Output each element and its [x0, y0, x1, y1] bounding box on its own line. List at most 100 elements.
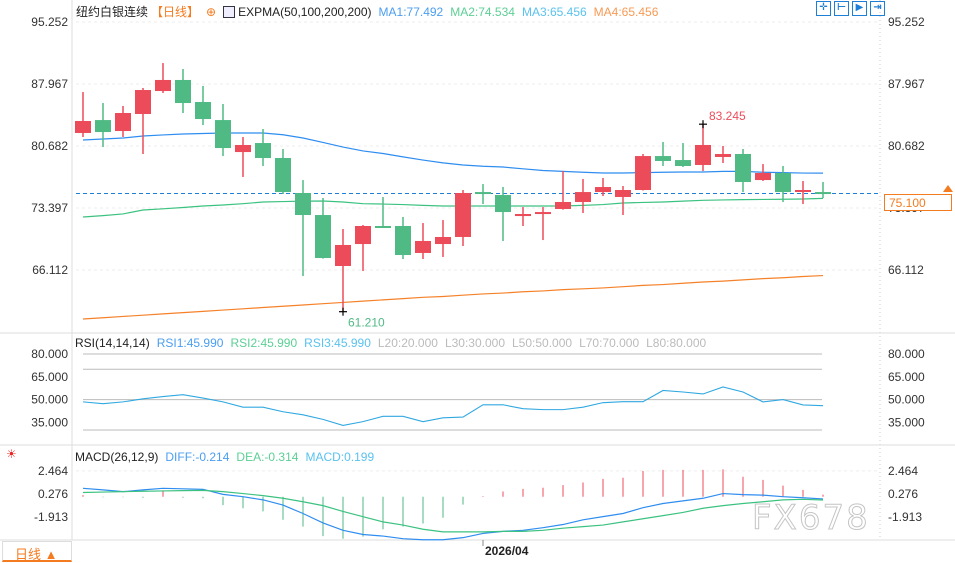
low-annotation: 61.210 — [348, 316, 385, 330]
macd-tick-right: 0.276 — [888, 487, 918, 501]
macd-tick-right: 2.464 — [888, 464, 918, 478]
l50-value: L50:50.000 — [512, 336, 573, 350]
candle-body — [455, 192, 471, 237]
candle-body — [575, 192, 591, 203]
symbol-name: 纽约白银连续 — [76, 5, 149, 19]
candle-body — [755, 172, 771, 181]
candle-body — [75, 120, 91, 133]
macd-tick-left: 0.276 — [38, 487, 68, 501]
indicator-name[interactable]: EXPMA(50,100,200,200) — [238, 4, 372, 19]
candle-body — [715, 154, 731, 157]
high-marker-icon — [699, 120, 707, 129]
ma-line-ma4 — [82, 274, 824, 320]
candle-body — [115, 112, 131, 132]
candle-body — [195, 102, 211, 120]
candle-body — [435, 236, 451, 245]
candle-body — [375, 226, 391, 229]
candle-body — [815, 192, 831, 195]
candle-body — [795, 190, 811, 193]
dea-value: DEA:-0.314 — [236, 450, 299, 464]
candle-body — [535, 212, 551, 215]
candle-body — [275, 158, 291, 193]
candle-body — [635, 156, 651, 191]
candle-body — [775, 172, 791, 193]
indicator-chart-icon[interactable] — [223, 5, 236, 18]
crosshair-icon[interactable]: ✛ — [816, 1, 831, 16]
candle-body — [475, 192, 491, 195]
date-label: 2026/04 — [485, 544, 529, 558]
candle-body — [315, 215, 331, 258]
candle-body — [335, 244, 351, 266]
candle-body — [175, 79, 191, 104]
dea-line — [82, 489, 824, 533]
candle-body — [615, 190, 631, 197]
last-price-tag: 75.100 — [884, 194, 952, 211]
low-marker-icon — [339, 307, 347, 316]
price-tick-right: 80.682 — [888, 139, 925, 153]
add-indicator-icon[interactable]: ⊕ — [206, 4, 217, 19]
goto-end-icon[interactable]: ⇥ — [870, 1, 885, 16]
ma-line-ma1 — [82, 132, 824, 174]
rsi-tick-left: 80.000 — [31, 347, 68, 361]
rsi-tick-right: 80.000 — [888, 347, 925, 361]
rsi-name[interactable]: RSI(14,14,14) — [75, 336, 150, 350]
zoom-range-icon[interactable]: ⊢ — [834, 1, 849, 16]
rsi-line — [82, 386, 824, 427]
candle-body — [395, 226, 411, 256]
ma1-value: MA1:77.492 — [378, 4, 444, 19]
rsi-tick-left: 35.000 — [31, 415, 68, 429]
candle-body — [555, 202, 571, 209]
play-icon[interactable]: ▶ — [852, 1, 867, 16]
ma3-value: MA3:65.456 — [521, 4, 587, 19]
main-chart-header: 纽约白银连续 【日线】 ⊕ EXPMA(50,100,200,200) MA1:… — [76, 3, 658, 20]
price-tick-left: 66.112 — [32, 263, 68, 277]
price-tick-left: 95.252 — [31, 15, 68, 29]
candle-body — [355, 226, 371, 245]
candle-body — [515, 214, 531, 217]
candle-body — [595, 187, 611, 193]
candle-body — [135, 90, 151, 115]
candle-body — [735, 154, 751, 183]
l30-value: L30:30.000 — [444, 336, 505, 350]
macd-tick-left: -1.913 — [34, 510, 68, 524]
period-button[interactable]: 日线 ▲ — [2, 541, 72, 562]
l80-value: L80:80.000 — [646, 336, 707, 350]
price-tick-right: 87.967 — [888, 77, 925, 91]
price-tick-left: 73.397 — [31, 201, 68, 215]
chart-toolbar: ✛ ⊢ ▶ ⇥ — [816, 1, 885, 16]
price-tick-right: 95.252 — [888, 15, 925, 29]
macd-name[interactable]: MACD(26,12,9) — [75, 450, 159, 464]
macd-value: MACD:0.199 — [305, 450, 375, 464]
last-price-arrow-icon — [943, 185, 953, 192]
l20-value: L20:20.000 — [377, 336, 438, 350]
period-label[interactable]: 【日线】 — [151, 5, 200, 19]
rsi-tick-left: 65.000 — [31, 370, 68, 384]
candle-body — [415, 240, 431, 253]
l70-value: L70:70.000 — [579, 336, 640, 350]
price-tick-left: 80.682 — [31, 139, 68, 153]
candle-body — [95, 120, 111, 133]
rsi-tick-right: 35.000 — [888, 415, 925, 429]
rsi-tick-right: 50.000 — [888, 393, 925, 407]
diff-value: DIFF:-0.214 — [165, 450, 230, 464]
price-tick-right: 66.112 — [888, 263, 924, 277]
candle-body — [155, 79, 171, 92]
candle-body — [695, 144, 711, 165]
rsi3-value: RSI3:45.990 — [304, 336, 371, 350]
macd-tick-left: 2.464 — [38, 464, 68, 478]
rsi2-value: RSI2:45.990 — [230, 336, 298, 350]
candle-body — [295, 192, 311, 216]
settings-sun-icon[interactable]: ☀ — [6, 447, 17, 461]
ma2-value: MA2:74.534 — [450, 4, 515, 19]
candle-body — [255, 143, 271, 159]
rsi-tick-left: 50.000 — [31, 393, 68, 407]
candle-body — [495, 195, 511, 213]
ma-line-ma2 — [82, 197, 824, 218]
candle-body — [215, 120, 231, 149]
candle-body — [235, 144, 251, 153]
macd-tick-right: -1.913 — [888, 510, 922, 524]
high-annotation: 83.245 — [709, 109, 746, 123]
watermark: FX678 — [752, 498, 870, 538]
macd-header: MACD(26,12,9) DIFF:-0.214 DEA:-0.314 MAC… — [75, 450, 374, 464]
